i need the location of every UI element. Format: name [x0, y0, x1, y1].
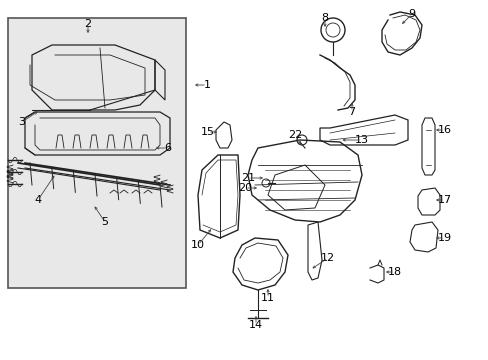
- Text: 15: 15: [201, 127, 215, 137]
- Text: 10: 10: [191, 240, 204, 250]
- Text: 8: 8: [321, 13, 328, 23]
- Text: 21: 21: [241, 173, 255, 183]
- Text: 13: 13: [354, 135, 368, 145]
- Text: 5: 5: [102, 217, 108, 227]
- Text: 18: 18: [387, 267, 401, 277]
- Text: 9: 9: [407, 9, 415, 19]
- Text: 19: 19: [437, 233, 451, 243]
- Text: 7: 7: [348, 107, 355, 117]
- Text: 16: 16: [437, 125, 451, 135]
- Text: 20: 20: [238, 183, 251, 193]
- Text: 4: 4: [34, 195, 41, 205]
- Bar: [8, 18, 185, 288]
- Text: 6: 6: [164, 143, 171, 153]
- Text: 11: 11: [261, 293, 274, 303]
- Text: 1: 1: [203, 80, 210, 90]
- Text: 22: 22: [287, 130, 302, 140]
- Text: 2: 2: [84, 19, 91, 29]
- Text: 3: 3: [19, 117, 25, 127]
- Text: 14: 14: [248, 320, 263, 330]
- Text: 17: 17: [437, 195, 451, 205]
- Text: 12: 12: [320, 253, 334, 263]
